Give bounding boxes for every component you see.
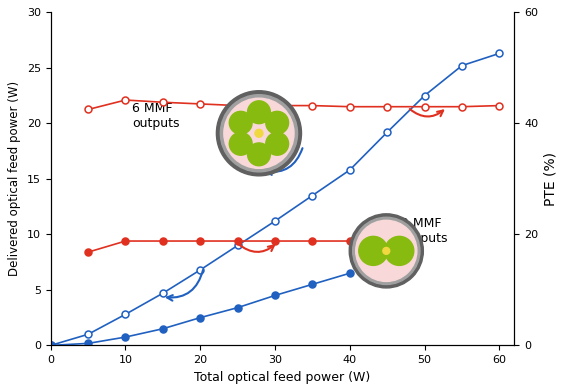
X-axis label: Total optical feed power (W): Total optical feed power (W) [194,371,371,384]
Circle shape [349,214,423,288]
Circle shape [383,247,390,254]
Circle shape [385,236,414,265]
Circle shape [216,91,302,176]
Circle shape [220,95,298,172]
Circle shape [353,217,420,285]
Text: 6 MMF
outputs: 6 MMF outputs [132,102,179,130]
Text: 2 MMF
outputs: 2 MMF outputs [401,217,448,245]
Circle shape [247,101,271,123]
Circle shape [266,111,289,134]
Circle shape [229,111,252,134]
Circle shape [247,143,271,166]
Circle shape [229,132,252,155]
Circle shape [355,220,417,281]
Circle shape [224,98,294,169]
Circle shape [266,132,289,155]
Circle shape [255,129,263,137]
Y-axis label: PTE (%): PTE (%) [544,152,558,206]
Y-axis label: Delivered optical feed power (W): Delivered optical feed power (W) [8,81,22,276]
Circle shape [359,236,388,265]
